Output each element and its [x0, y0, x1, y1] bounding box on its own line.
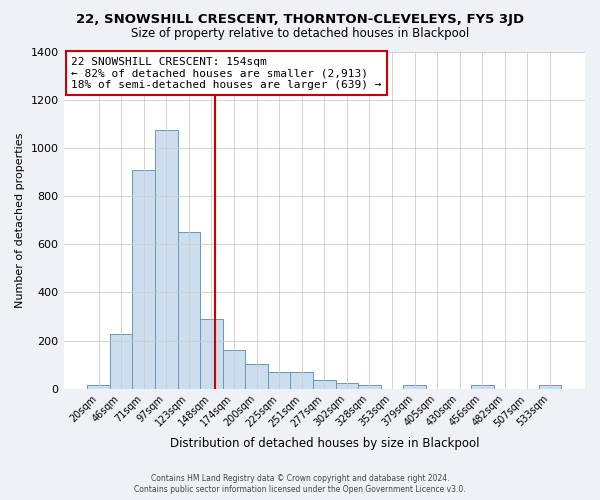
Bar	[200, 319, 223, 389]
Bar	[290, 372, 313, 389]
Bar	[539, 385, 561, 389]
Bar	[313, 380, 335, 389]
Bar	[223, 350, 245, 389]
Bar	[245, 364, 268, 389]
Bar	[133, 170, 155, 389]
Bar	[268, 372, 290, 389]
Bar	[471, 385, 494, 389]
X-axis label: Distribution of detached houses by size in Blackpool: Distribution of detached houses by size …	[170, 437, 479, 450]
Y-axis label: Number of detached properties: Number of detached properties	[15, 132, 25, 308]
Bar	[87, 385, 110, 389]
Bar	[358, 385, 381, 389]
Text: Contains HM Land Registry data © Crown copyright and database right 2024.
Contai: Contains HM Land Registry data © Crown c…	[134, 474, 466, 494]
Bar	[155, 130, 178, 389]
Text: 22, SNOWSHILL CRESCENT, THORNTON-CLEVELEYS, FY5 3JD: 22, SNOWSHILL CRESCENT, THORNTON-CLEVELE…	[76, 12, 524, 26]
Text: Size of property relative to detached houses in Blackpool: Size of property relative to detached ho…	[131, 28, 469, 40]
Bar	[335, 383, 358, 389]
Text: 22 SNOWSHILL CRESCENT: 154sqm
← 82% of detached houses are smaller (2,913)
18% o: 22 SNOWSHILL CRESCENT: 154sqm ← 82% of d…	[71, 56, 382, 90]
Bar	[403, 385, 426, 389]
Bar	[178, 232, 200, 389]
Bar	[110, 334, 133, 389]
